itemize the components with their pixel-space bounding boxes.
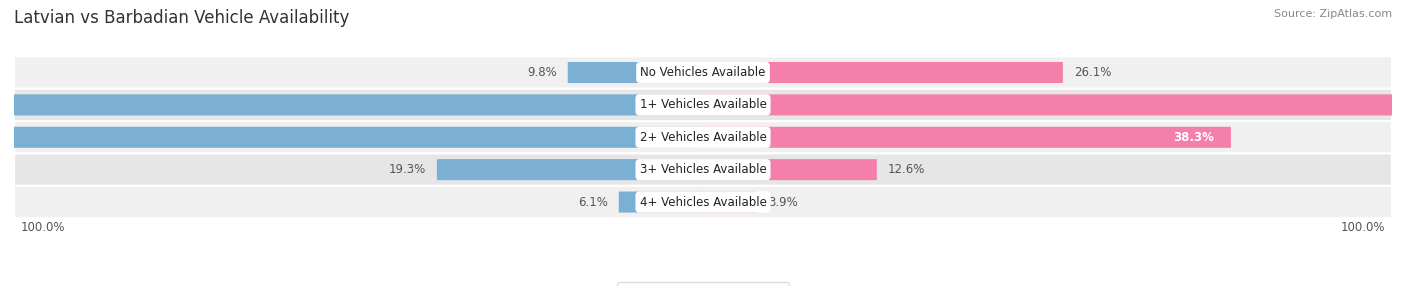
Text: 100.0%: 100.0% (1340, 221, 1385, 235)
Text: 12.6%: 12.6% (887, 163, 925, 176)
FancyBboxPatch shape (14, 186, 1392, 218)
Text: 100.0%: 100.0% (21, 221, 66, 235)
FancyBboxPatch shape (14, 89, 1392, 121)
FancyBboxPatch shape (703, 62, 1063, 83)
FancyBboxPatch shape (14, 56, 1392, 89)
Text: 1+ Vehicles Available: 1+ Vehicles Available (640, 98, 766, 112)
Text: 3.9%: 3.9% (768, 196, 797, 208)
FancyBboxPatch shape (14, 121, 1392, 154)
Text: 4+ Vehicles Available: 4+ Vehicles Available (640, 196, 766, 208)
Text: 6.1%: 6.1% (578, 196, 607, 208)
FancyBboxPatch shape (437, 159, 703, 180)
Text: 38.3%: 38.3% (1174, 131, 1215, 144)
FancyBboxPatch shape (568, 62, 703, 83)
Text: 19.3%: 19.3% (389, 163, 426, 176)
Legend: Latvian, Barbadian: Latvian, Barbadian (617, 282, 789, 286)
FancyBboxPatch shape (703, 159, 877, 180)
FancyBboxPatch shape (0, 94, 703, 116)
Text: No Vehicles Available: No Vehicles Available (640, 66, 766, 79)
FancyBboxPatch shape (0, 127, 703, 148)
FancyBboxPatch shape (703, 192, 756, 212)
FancyBboxPatch shape (703, 127, 1230, 148)
Text: 9.8%: 9.8% (527, 66, 557, 79)
Text: 3+ Vehicles Available: 3+ Vehicles Available (640, 163, 766, 176)
Text: 26.1%: 26.1% (1074, 66, 1111, 79)
FancyBboxPatch shape (14, 154, 1392, 186)
Text: Source: ZipAtlas.com: Source: ZipAtlas.com (1274, 9, 1392, 19)
FancyBboxPatch shape (619, 192, 703, 212)
Text: Latvian vs Barbadian Vehicle Availability: Latvian vs Barbadian Vehicle Availabilit… (14, 9, 350, 27)
Text: 2+ Vehicles Available: 2+ Vehicles Available (640, 131, 766, 144)
FancyBboxPatch shape (703, 94, 1406, 116)
